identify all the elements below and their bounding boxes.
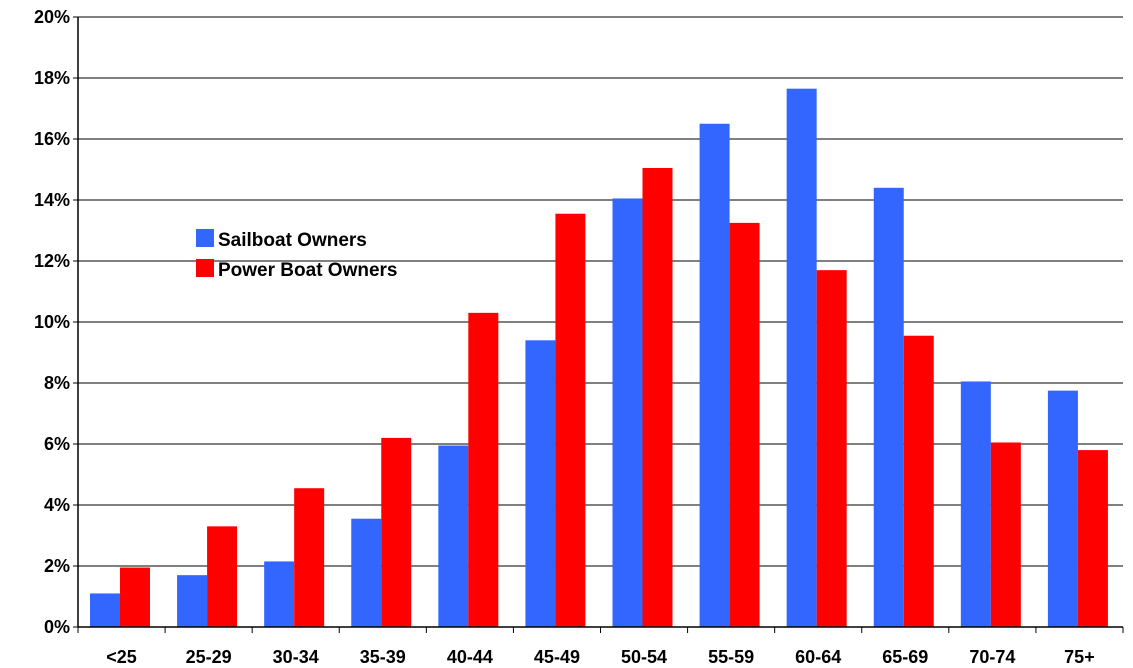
x-tick-labels: <25 25-29 30-34 35-39 40-44 45-49 50-54 55-59 60… <box>106 647 1094 667</box>
x-tick-label: 35-39 <box>360 647 406 667</box>
y-tick-label: 10% <box>34 312 70 332</box>
y-tick-label: 14% <box>34 190 70 210</box>
sailboat-bar <box>351 518 382 627</box>
y-tick-label: 0% <box>44 617 70 637</box>
x-tick-label: 55-59 <box>708 647 754 667</box>
power-boat-bar <box>642 167 673 627</box>
sailboat-bar <box>525 340 556 627</box>
y-tick-label: 18% <box>34 68 70 88</box>
y-tick-label: 4% <box>44 495 70 515</box>
x-tick-label: 65-69 <box>882 647 928 667</box>
legend-label: Power Boat Owners <box>218 260 398 281</box>
x-tick-label: 40-44 <box>447 647 493 667</box>
sailboat-bar <box>786 88 817 628</box>
x-tick-label: <25 <box>106 647 137 667</box>
power-boat-bar <box>120 567 150 627</box>
sailboat-bar <box>438 445 469 627</box>
x-tick-label: 50-54 <box>621 647 667 667</box>
power-boat-bar <box>381 437 412 627</box>
legend-swatch <box>196 229 214 247</box>
power-boat-bar <box>990 442 1021 627</box>
y-tick-label: 2% <box>44 556 70 576</box>
y-tick-label: 20% <box>34 7 70 27</box>
y-tick-label: 8% <box>44 373 70 393</box>
x-tick-label: 30-34 <box>273 647 319 667</box>
legend: Sailboat Owners Power Boat Owners <box>196 229 398 281</box>
power-boat-bar <box>555 213 586 627</box>
y-tick-label: 12% <box>34 251 70 271</box>
sailboat-bar <box>177 575 208 627</box>
legend-swatch <box>196 259 214 277</box>
gridlines <box>78 16 1123 567</box>
x-tick-label: 70-74 <box>969 647 1015 667</box>
power-boat-bar <box>903 335 934 627</box>
x-tick-label: 75+ <box>1064 647 1095 667</box>
sailboat-bar <box>873 187 904 628</box>
sailboat-bar <box>612 198 643 627</box>
power-boat-bar <box>729 222 760 627</box>
x-tick-label: 25-29 <box>186 647 232 667</box>
y-tick-label: 16% <box>34 129 70 149</box>
sailboat-bar <box>1047 390 1078 627</box>
power-boat-bar <box>468 312 499 627</box>
legend-label: Sailboat Owners <box>218 230 367 251</box>
x-tick-label: 60-64 <box>795 647 841 667</box>
y-tick-labels: 0% 2% 4% 6% 8% 10% 12% 14% 16% 18% 20% <box>34 7 70 637</box>
sailboat-bar <box>264 561 295 627</box>
sailboat-bar <box>960 381 991 627</box>
y-tick-label: 6% <box>44 434 70 454</box>
bars <box>90 88 1108 628</box>
sailboat-bar <box>699 123 730 627</box>
power-boat-bar <box>816 270 847 627</box>
x-tick-label: 45-49 <box>534 647 580 667</box>
power-boat-bar <box>207 526 238 627</box>
axes <box>73 16 1124 633</box>
power-boat-bar <box>1077 450 1108 627</box>
power-boat-bar <box>294 488 325 627</box>
sailboat-bar <box>90 593 120 627</box>
